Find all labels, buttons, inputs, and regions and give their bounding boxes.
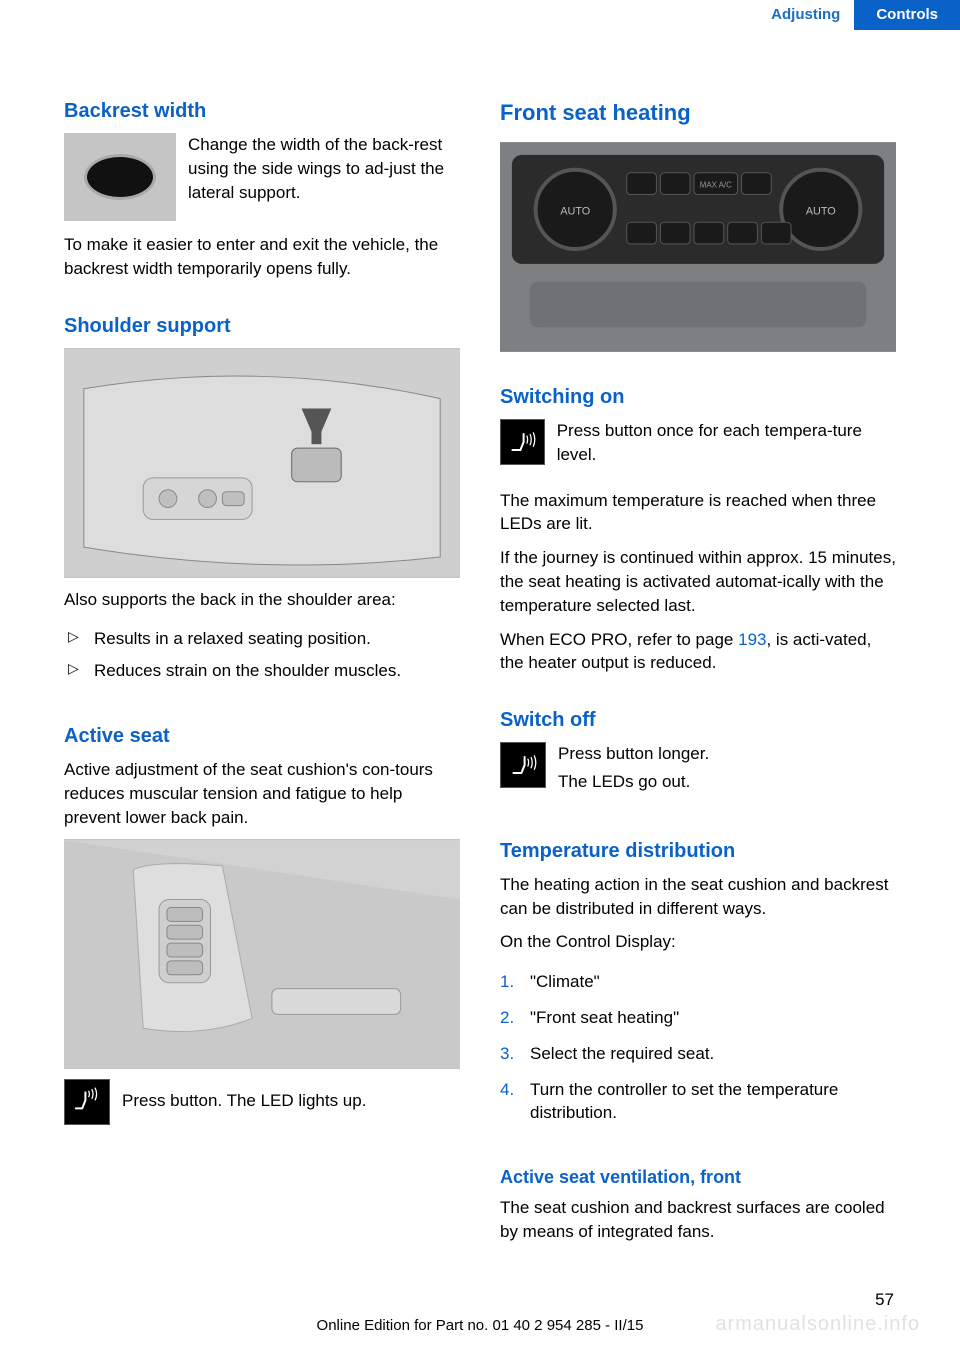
shoulder-bullets: Results in a relaxed seating position. R… [64,627,460,691]
heading-shoulder-support: Shoulder support [64,315,460,338]
watermark: armanualsonline.info [715,1313,920,1336]
oval-button-icon [84,154,156,200]
active-vent-para: The seat cushion and backrest surfaces a… [500,1196,896,1244]
switch-off-row: Press button longer. The LEDs go out. [500,742,896,804]
switching-on-caption: Press button once for each tempera‐ture … [557,419,896,467]
svg-text:AUTO: AUTO [560,205,590,217]
svg-text:AUTO: AUTO [806,205,836,217]
list-item: Turn the controller to set the temperatu… [500,1078,896,1126]
backrest-width-note: To make it easier to enter and exit the … [64,233,460,281]
header-tab-controls: Controls [854,0,960,30]
backrest-width-text: Change the width of the back‐rest using … [188,133,460,204]
temp-dist-p2: On the Control Display: [500,930,896,954]
heading-backrest-width: Backrest width [64,100,460,123]
shoulder-caption: Also supports the back in the shoulder a… [64,588,460,612]
left-column: Backrest width Change the width of the b… [64,100,460,1282]
content-area: Backrest width Change the width of the b… [64,100,896,1282]
switch-off-line2: The LEDs go out. [558,770,709,794]
switching-on-p2: If the journey is continued within appro… [500,546,896,617]
switching-on-row: Press button once for each tempera‐ture … [500,419,896,477]
eco-pro-pre: When ECO PRO, refer to page [500,630,738,649]
switch-off-line1: Press button longer. [558,742,709,766]
list-item: Results in a relaxed seating position. [64,627,460,651]
heading-front-seat-heating: Front seat heating [500,100,896,126]
list-item: "Front seat heating" [500,1006,896,1030]
active-seat-button-row: Press button. The LED lights up. [64,1079,460,1125]
svg-text:MAX A/C: MAX A/C [700,181,732,190]
page-link-193[interactable]: 193 [738,630,766,649]
heading-switch-off: Switch off [500,709,896,732]
active-seat-figure [64,839,460,1069]
temp-dist-steps: "Climate" "Front seat heating" Select th… [500,970,896,1137]
heading-active-vent: Active seat ventilation, front [500,1167,896,1188]
seat-heat-icon-off [500,742,546,788]
active-seat-para: Active adjustment of the seat cushion's … [64,758,460,829]
heading-active-seat: Active seat [64,725,460,748]
right-column: Front seat heating AUTO AUTO [500,100,896,1282]
switching-on-p1: The maximum temperature is reached when … [500,489,896,537]
header-bar: Adjusting Controls [757,0,960,30]
list-item: Reduces strain on the shoulder muscles. [64,659,460,683]
list-item: "Climate" [500,970,896,994]
shoulder-support-figure [64,348,460,578]
heading-switching-on: Switching on [500,386,896,409]
heading-temp-dist: Temperature distribution [500,840,896,863]
temp-dist-p1: The heating action in the seat cushion a… [500,873,896,921]
seat-heat-icon [500,419,545,465]
active-seat-button-caption: Press button. The LED lights up. [122,1089,366,1113]
backrest-width-block: Change the width of the back‐rest using … [64,133,460,221]
active-seat-button-icon [64,1079,110,1125]
page-number: 57 [875,1290,894,1310]
header-tab-adjusting: Adjusting [757,0,854,30]
front-seat-heating-figure: AUTO AUTO MAX A/C [500,142,896,352]
list-item: Select the required seat. [500,1042,896,1066]
switching-on-p3: When ECO PRO, refer to page 193, is acti… [500,628,896,676]
backrest-width-thumb [64,133,176,221]
switch-off-text: Press button longer. The LEDs go out. [558,742,709,804]
